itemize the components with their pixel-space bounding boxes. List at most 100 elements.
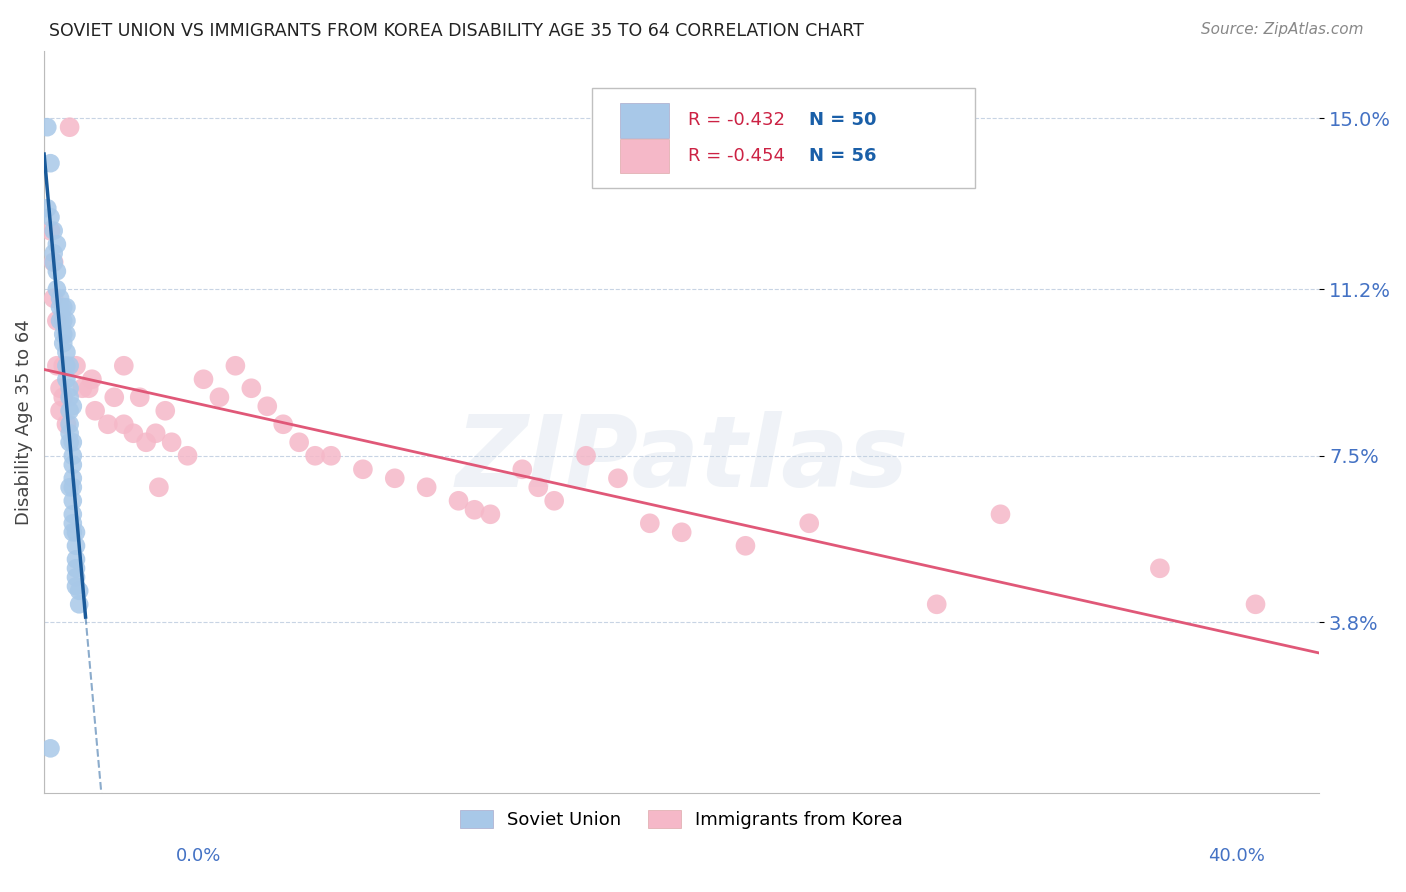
Point xyxy=(62,525,84,540)
Point xyxy=(37,201,59,215)
Point xyxy=(65,561,87,575)
Point xyxy=(240,381,263,395)
Point xyxy=(1244,597,1267,611)
Point xyxy=(62,399,84,413)
Point xyxy=(55,359,77,373)
Text: 0.0%: 0.0% xyxy=(176,847,221,865)
Point xyxy=(65,552,87,566)
Point xyxy=(62,480,84,494)
Point xyxy=(45,237,67,252)
Point xyxy=(1149,561,1171,575)
Point xyxy=(42,246,65,260)
Point xyxy=(39,741,62,756)
Point xyxy=(42,291,65,305)
Point xyxy=(55,372,77,386)
Point xyxy=(62,449,84,463)
Point xyxy=(39,211,62,225)
Point xyxy=(72,381,94,395)
Point xyxy=(49,403,72,417)
Point xyxy=(62,508,84,522)
Text: 40.0%: 40.0% xyxy=(1209,847,1265,865)
Point xyxy=(734,539,756,553)
Point xyxy=(59,359,82,373)
Point xyxy=(49,300,72,314)
Point xyxy=(112,359,135,373)
Point xyxy=(160,435,183,450)
Point xyxy=(65,359,87,373)
Point xyxy=(103,390,125,404)
Point xyxy=(288,435,311,450)
Bar xyxy=(620,103,669,137)
Point xyxy=(45,359,67,373)
Point xyxy=(59,390,82,404)
Point xyxy=(52,359,75,373)
Point xyxy=(319,449,342,463)
Point xyxy=(52,300,75,314)
Point xyxy=(112,417,135,432)
Point xyxy=(271,417,294,432)
Point xyxy=(65,525,87,540)
Point xyxy=(463,503,485,517)
Point xyxy=(990,508,1012,522)
Point xyxy=(49,291,72,305)
Point xyxy=(52,327,75,342)
Point xyxy=(45,264,67,278)
Point xyxy=(37,120,59,135)
Point xyxy=(67,597,90,611)
Point xyxy=(606,471,628,485)
Point xyxy=(176,449,198,463)
Point xyxy=(148,480,170,494)
Point xyxy=(59,417,82,432)
Point xyxy=(155,403,177,417)
Point xyxy=(256,399,278,413)
Point xyxy=(671,525,693,540)
Text: R = -0.454: R = -0.454 xyxy=(688,147,785,165)
Point xyxy=(527,480,550,494)
Point xyxy=(45,282,67,296)
Point xyxy=(62,458,84,472)
Point xyxy=(62,516,84,531)
Text: SOVIET UNION VS IMMIGRANTS FROM KOREA DISABILITY AGE 35 TO 64 CORRELATION CHART: SOVIET UNION VS IMMIGRANTS FROM KOREA DI… xyxy=(49,22,865,40)
Point xyxy=(52,390,75,404)
Point xyxy=(42,224,65,238)
Point xyxy=(65,539,87,553)
Point xyxy=(55,345,77,359)
Point xyxy=(80,372,103,386)
Point xyxy=(62,435,84,450)
Point xyxy=(39,156,62,170)
Point xyxy=(42,255,65,269)
Text: R = -0.432: R = -0.432 xyxy=(688,112,785,129)
Text: N = 56: N = 56 xyxy=(810,147,877,165)
Text: N = 50: N = 50 xyxy=(810,112,877,129)
Point xyxy=(59,403,82,417)
Point xyxy=(575,449,598,463)
Point xyxy=(52,336,75,351)
Point xyxy=(55,300,77,314)
Point xyxy=(415,480,437,494)
Point xyxy=(543,493,565,508)
Point xyxy=(97,417,120,432)
Point xyxy=(84,403,107,417)
Point xyxy=(304,449,326,463)
Point xyxy=(55,314,77,328)
Point xyxy=(447,493,470,508)
Point xyxy=(59,120,82,135)
Point xyxy=(49,381,72,395)
Text: ZIPatlas: ZIPatlas xyxy=(456,410,908,508)
Legend: Soviet Union, Immigrants from Korea: Soviet Union, Immigrants from Korea xyxy=(453,803,910,837)
Point xyxy=(638,516,661,531)
Point xyxy=(479,508,502,522)
Point xyxy=(193,372,215,386)
Point xyxy=(55,417,77,432)
Point xyxy=(352,462,374,476)
Point xyxy=(59,426,82,441)
Point xyxy=(52,314,75,328)
Bar xyxy=(620,139,669,173)
Y-axis label: Disability Age 35 to 64: Disability Age 35 to 64 xyxy=(15,319,32,524)
Point xyxy=(122,426,145,441)
Point xyxy=(799,516,821,531)
Point xyxy=(42,255,65,269)
Point xyxy=(55,327,77,342)
Point xyxy=(208,390,231,404)
Point xyxy=(62,471,84,485)
